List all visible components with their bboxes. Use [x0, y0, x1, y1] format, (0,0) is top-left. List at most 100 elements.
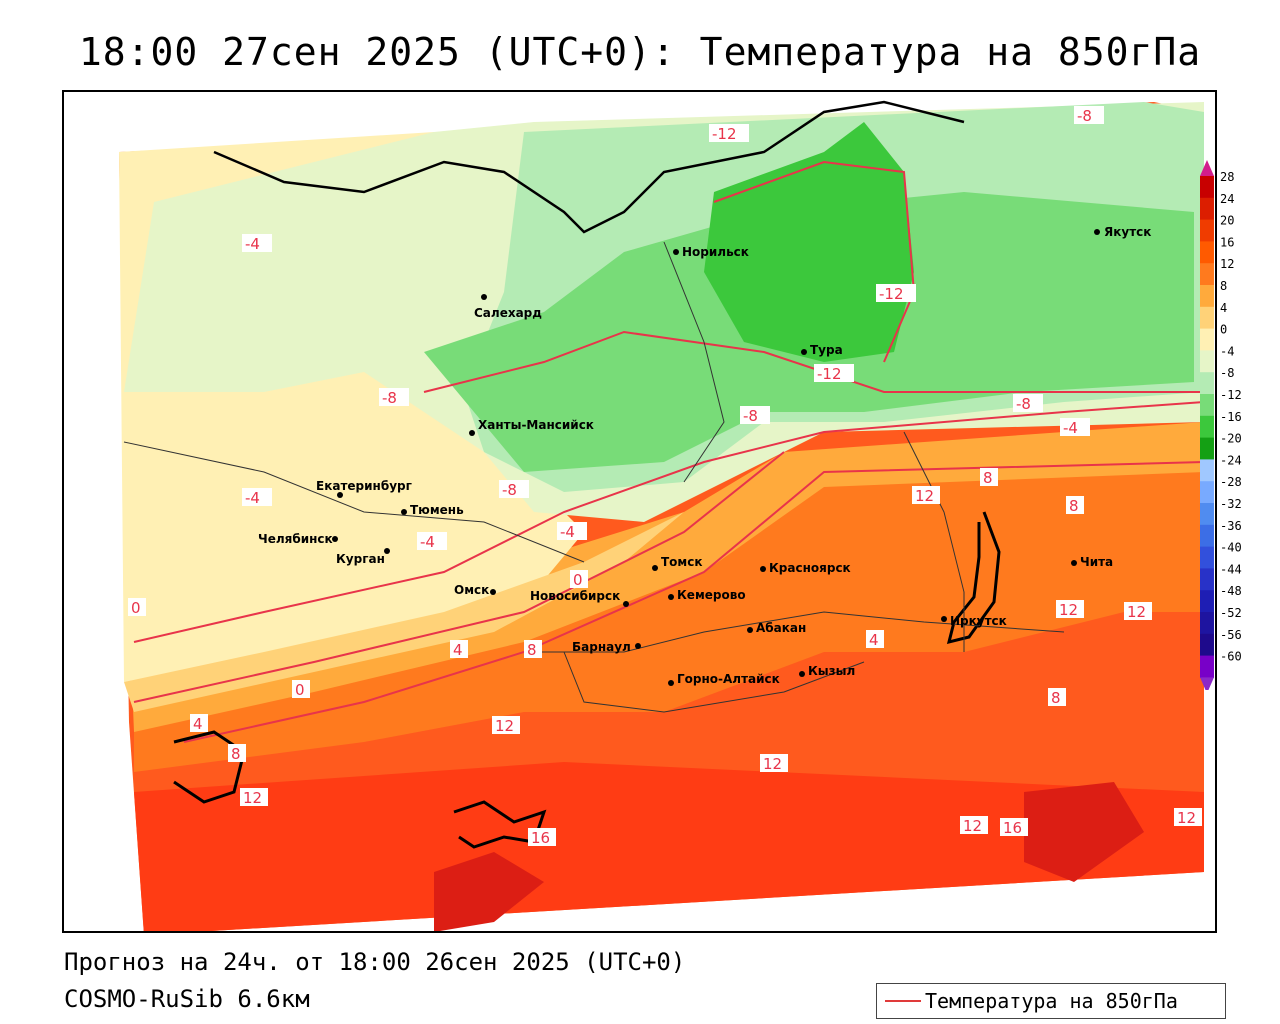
city-label: Курган — [336, 552, 385, 566]
city-label: Тюмень — [410, 503, 464, 517]
contour-label: -8 — [502, 481, 517, 499]
light-orange-band — [129, 422, 1204, 732]
contour-line-8 — [183, 461, 1205, 743]
admin-border-1 — [123, 441, 585, 563]
city-label: Новосибирск — [530, 589, 620, 603]
hot-zone — [134, 762, 1204, 931]
colorbar-tick-label: -32 — [1220, 497, 1242, 511]
colorbar-tick-label: -28 — [1220, 475, 1242, 489]
colorbar-tick-label: 12 — [1220, 257, 1234, 271]
city-label: Омск — [454, 583, 489, 597]
city-yakutsk: Якутск — [1094, 225, 1151, 239]
contour-label: -8 — [1077, 107, 1092, 125]
contour-label: -4 — [420, 533, 435, 551]
colorbar-tick-label: -8 — [1220, 366, 1234, 380]
colorbar-tick-label: -24 — [1220, 453, 1242, 467]
colorbar-swatch — [1200, 437, 1214, 460]
contour-label: 8 — [1051, 689, 1061, 707]
city-label: Абакан — [756, 621, 806, 635]
colorbar-swatch — [1200, 306, 1214, 330]
color-scale: 28 24 20 16 12 8 4 0 -4 -8 -12 -16 -20 -24 -28 -32 -36 -4… — [1200, 160, 1242, 690]
admin-border-2 — [524, 611, 1065, 653]
contour-label: -4 — [245, 235, 260, 253]
contour-label: 0 — [573, 571, 583, 589]
colorbar-swatch — [1200, 176, 1214, 199]
contour-label: -4 — [1063, 419, 1078, 437]
contour-labels: -12 -12 -12 -8 -8 -8 -8 -8 -4 -4 -4 -4 -… — [128, 106, 1202, 847]
darkest-green-zone — [704, 122, 914, 362]
legend: Температура на 850гПа — [876, 983, 1226, 1019]
city-tomsk: Томск — [652, 555, 703, 571]
colorbar-swatch — [1200, 633, 1214, 657]
admin-border-4 — [663, 241, 725, 483]
forecast-info: Прогноз на 24ч. от 18:00 26сен 2025 (UTC… — [64, 948, 686, 976]
city-krasnoyarsk: Красноярск — [760, 561, 851, 575]
colorbar-swatch — [1200, 568, 1214, 591]
city-khanty-mansiysk: Ханты-Мансийск — [469, 418, 594, 436]
contour-label: 0 — [131, 599, 141, 617]
contour-label: 16 — [1003, 819, 1022, 837]
model-name: COSMO-RuSib 6.6км — [64, 985, 310, 1013]
city-omsk: Омск — [454, 583, 496, 597]
map-area[interactable]: Норильск Якутск Салехард Тура Ханты-Манс… — [62, 90, 1217, 933]
colorbar-tick-label: 8 — [1220, 279, 1227, 293]
colorbar-swatch — [1200, 350, 1214, 373]
colorbar-tick-label: -20 — [1220, 432, 1242, 446]
contour-label: -8 — [743, 407, 758, 425]
legend-label: Температура на 850гПа — [925, 989, 1178, 1013]
coastline — [213, 100, 965, 234]
city-barnaul: Барнаул — [572, 640, 641, 654]
city-salekhard: Салехард — [474, 294, 542, 320]
colorbar-swatch — [1200, 285, 1214, 308]
contour-label: -4 — [245, 489, 260, 507]
city-label: Красноярск — [769, 561, 851, 575]
contour-label: 12 — [1127, 603, 1146, 621]
city-label: Челябинск — [258, 532, 333, 546]
colorbar-swatch — [1200, 612, 1214, 635]
city-norilsk: Норильск — [673, 245, 749, 259]
city-chita: Чита — [1071, 555, 1113, 569]
contour-label: 12 — [243, 789, 262, 807]
city-label: Якутск — [1104, 225, 1151, 239]
city-chelyabinsk: Челябинск — [258, 532, 338, 546]
colorbar-tick-label: -16 — [1220, 410, 1242, 424]
city-label: Тура — [810, 343, 843, 357]
contour-label: 4 — [869, 631, 879, 649]
colorbar-swatch — [1200, 415, 1214, 439]
colorbar-tick-label: -40 — [1220, 541, 1242, 555]
city-label: Горно-Алтайск — [677, 672, 780, 686]
colorbar-swatch — [1200, 328, 1214, 351]
colorbar-swatch — [1200, 263, 1214, 286]
contour-line-neg8 — [423, 330, 1204, 393]
orange-band — [134, 462, 1204, 772]
contour-label: -8 — [1016, 395, 1031, 413]
colorbar-tick-label: -12 — [1220, 388, 1242, 402]
contour-line-4 — [133, 451, 785, 703]
city-label: Норильск — [682, 245, 749, 259]
hot-patch-2 — [1024, 782, 1144, 882]
colorbar-tick-label: -56 — [1220, 628, 1242, 642]
colorbar-swatch — [1200, 241, 1214, 264]
city-kurgan: Курган — [336, 548, 390, 566]
city-label: Салехард — [474, 306, 542, 320]
contour-label: 8 — [983, 469, 993, 487]
colorbar-swatch — [1200, 481, 1214, 504]
city-label: Екатеринбург — [316, 479, 412, 493]
city-label: Кемерово — [677, 588, 746, 602]
city-abakan: Абакан — [747, 621, 806, 635]
colorbar-swatch — [1200, 197, 1214, 221]
contour-label: 8 — [527, 641, 537, 659]
colorbar-swatch — [1200, 219, 1214, 242]
colorbar-tick-label: 16 — [1220, 235, 1234, 249]
lake-balkhash — [453, 800, 547, 849]
lake-baikal — [946, 511, 1001, 645]
colorbar-swatch — [1200, 590, 1214, 613]
contour-label: 12 — [1177, 809, 1196, 827]
contour-label: -8 — [382, 389, 397, 407]
contour-label: 12 — [1059, 601, 1078, 619]
temperature-map: Норильск Якутск Салехард Тура Ханты-Манс… — [64, 92, 1215, 931]
contour-label: 8 — [231, 745, 241, 763]
city-tura: Тура — [801, 343, 843, 357]
contour-label: -12 — [879, 285, 904, 303]
colorbar-swatch — [1200, 655, 1214, 678]
